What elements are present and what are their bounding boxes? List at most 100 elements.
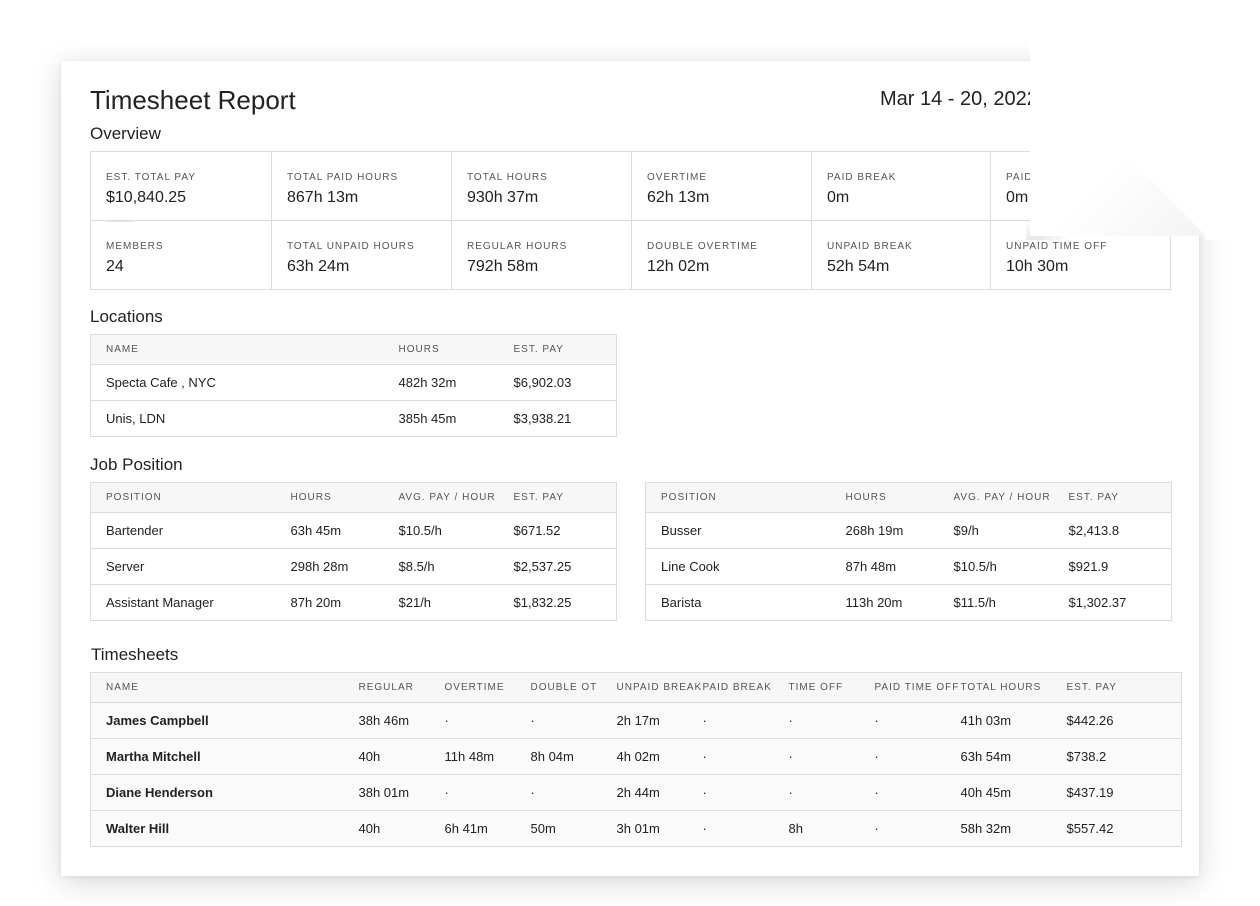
overview-cell-regular-hours: REGULAR HOURS 792h 58m [452,220,632,289]
cell: $2,413.8 [1053,512,1172,549]
cell: $1,832.25 [513,595,572,610]
cell: · [859,774,946,811]
cell: 40h 45m [945,774,1052,811]
cell: 3h 01m [601,810,688,847]
overview-cell-double-overtime: DOUBLE OVERTIME 12h 02m [632,220,812,289]
cell: 385h 45m [398,411,457,426]
column-header: EST. PAY [1051,672,1182,703]
column-header: POSITION [645,482,831,513]
column-header: PAID TIME OFF [859,672,958,703]
cell: $8.5/h [383,548,499,585]
cell: 298h 28m [275,548,384,585]
cell: $921.9 [1053,548,1172,585]
cell: $6,902.03 [498,364,617,401]
cell: · [687,702,774,739]
table-header-row: POSITION HOURS AVG. PAY / HOUR EST. PAY [90,482,617,513]
cell: Server [90,548,276,585]
column-header: EST. PAY [1053,482,1172,513]
cell: $442.26 [1051,702,1182,739]
cell: $437.19 [1051,774,1182,811]
overview-value: 930h 37m [467,189,539,206]
timesheets-table: NAME REGULAR OVERTIME DOUBLE OT UNPAID B… [90,672,1182,847]
cell: 4h 02m [601,738,688,775]
column-header: TOTAL HOURS [945,672,1052,703]
cell: 38h 01m [343,774,430,811]
overview-cell-paid-break: PAID BREAK 0m [812,152,991,221]
column-header: HOURS [830,482,939,513]
cell: · [429,702,516,739]
column-header: DOUBLE OT [515,672,602,703]
overview-label: TOTAL PAID HOURS [287,172,399,183]
column-header: HOURS [383,334,499,365]
overview-value: 52h 54m [827,258,890,275]
overview-heading: Overview [90,124,161,143]
cell: 113h 20m [845,595,903,610]
cell: 482h 32m [383,364,499,401]
cell: 2h 17m [601,702,688,739]
cell: · [773,738,860,775]
overview-cell-overtime: OVERTIME 62h 13m [632,152,812,221]
column-header: POSITION [90,482,276,513]
report-sheet: Timesheet Report Mar 14 - 20, 2022 Overv… [61,61,1199,876]
job-position-table-right: POSITION HOURS AVG. PAY / HOUR EST. PAY … [645,482,1172,621]
table-row: Martha Mitchell 40h 11h 48m 8h 04m 4h 02… [90,738,1182,775]
overview-cell-paid: PAID 0m [991,152,1170,221]
overview-value: 792h 58m [467,258,539,275]
overview-label: PAID [1006,172,1033,183]
column-header: EST. PAY [498,334,617,365]
overview-value: 62h 13m [647,189,710,206]
cell: · [773,702,860,739]
table-row: Server 298h 28m $8.5/h $2,537.25 [90,548,617,585]
employee-name: Diane Henderson [90,774,344,811]
overview-label: TOTAL HOURS [467,172,548,183]
cell: Assistant Manager [106,595,214,610]
date-range: Mar 14 - 20, 2022 [880,88,1038,110]
cell: $2,537.25 [498,548,617,585]
overview-label: EST. TOTAL PAY [106,172,196,183]
timesheets-heading: Timesheets [91,645,179,664]
table-row: Specta Cafe , NYC 482h 32m $6,902.03 [90,364,617,401]
table-row: Barista 113h 20m $11.5/h $1,302.37 [646,585,1172,621]
cell: Specta Cafe , NYC [90,364,384,401]
column-header: OVERTIME [429,672,516,703]
cell: 40h [343,738,430,775]
cell: 63h 54m [945,738,1052,775]
job-position-heading: Job Position [90,455,183,474]
overview-value: 867h 13m [287,189,359,206]
overview-cell-total-paid-hours: TOTAL PAID HOURS 867h 13m [272,152,452,221]
cell: 6h 41m [429,810,516,847]
column-header: PAID BREAK [687,672,774,703]
overview-label: PAID BREAK [827,172,897,183]
cell: · [773,774,860,811]
table-row: Bartender 63h 45m $10.5/h $671.52 [90,512,617,549]
overview-label: DOUBLE OVERTIME [647,241,758,252]
cell: $671.52 [498,512,617,549]
report-title: Timesheet Report [90,85,296,115]
cell: $1,302.37 [1068,595,1127,610]
table-row: Assistant Manager 87h 20m $21/h $1,832.2… [91,585,617,621]
cell: · [859,810,946,847]
cell: $738.2 [1051,738,1182,775]
cell: 2h 44m [601,774,688,811]
cell: · [687,810,774,847]
locations-heading: Locations [90,307,163,326]
cell: Busser [645,512,831,549]
overview-cell-total-unpaid-hours: TOTAL UNPAID HOURS 63h 24m [272,220,452,289]
overview-label: UNPAID BREAK [827,241,913,252]
overview-label: TOTAL UNPAID HOURS [287,241,415,252]
column-header: UNPAID BREAK [601,672,701,703]
employee-name: Martha Mitchell [90,738,344,775]
cell: 38h 46m [343,702,430,739]
cell: Unis, LDN [106,411,166,426]
job-position-table-left: POSITION HOURS AVG. PAY / HOUR EST. PAY … [90,482,617,621]
column-header: NAME [90,334,384,365]
overview-label: UNPAID TIME OFF [1006,241,1108,252]
cell: · [515,702,602,739]
cell: $10.5/h [383,512,499,549]
overview-value: 24 [106,258,124,275]
table-row: Unis, LDN 385h 45m $3,938.21 [91,401,617,437]
cell: · [429,774,516,811]
overview-value: 63h 24m [287,258,350,275]
locations-table: NAME HOURS EST. PAY Specta Cafe , NYC 48… [90,334,617,437]
overview-value: 10h 30m [1006,258,1069,275]
